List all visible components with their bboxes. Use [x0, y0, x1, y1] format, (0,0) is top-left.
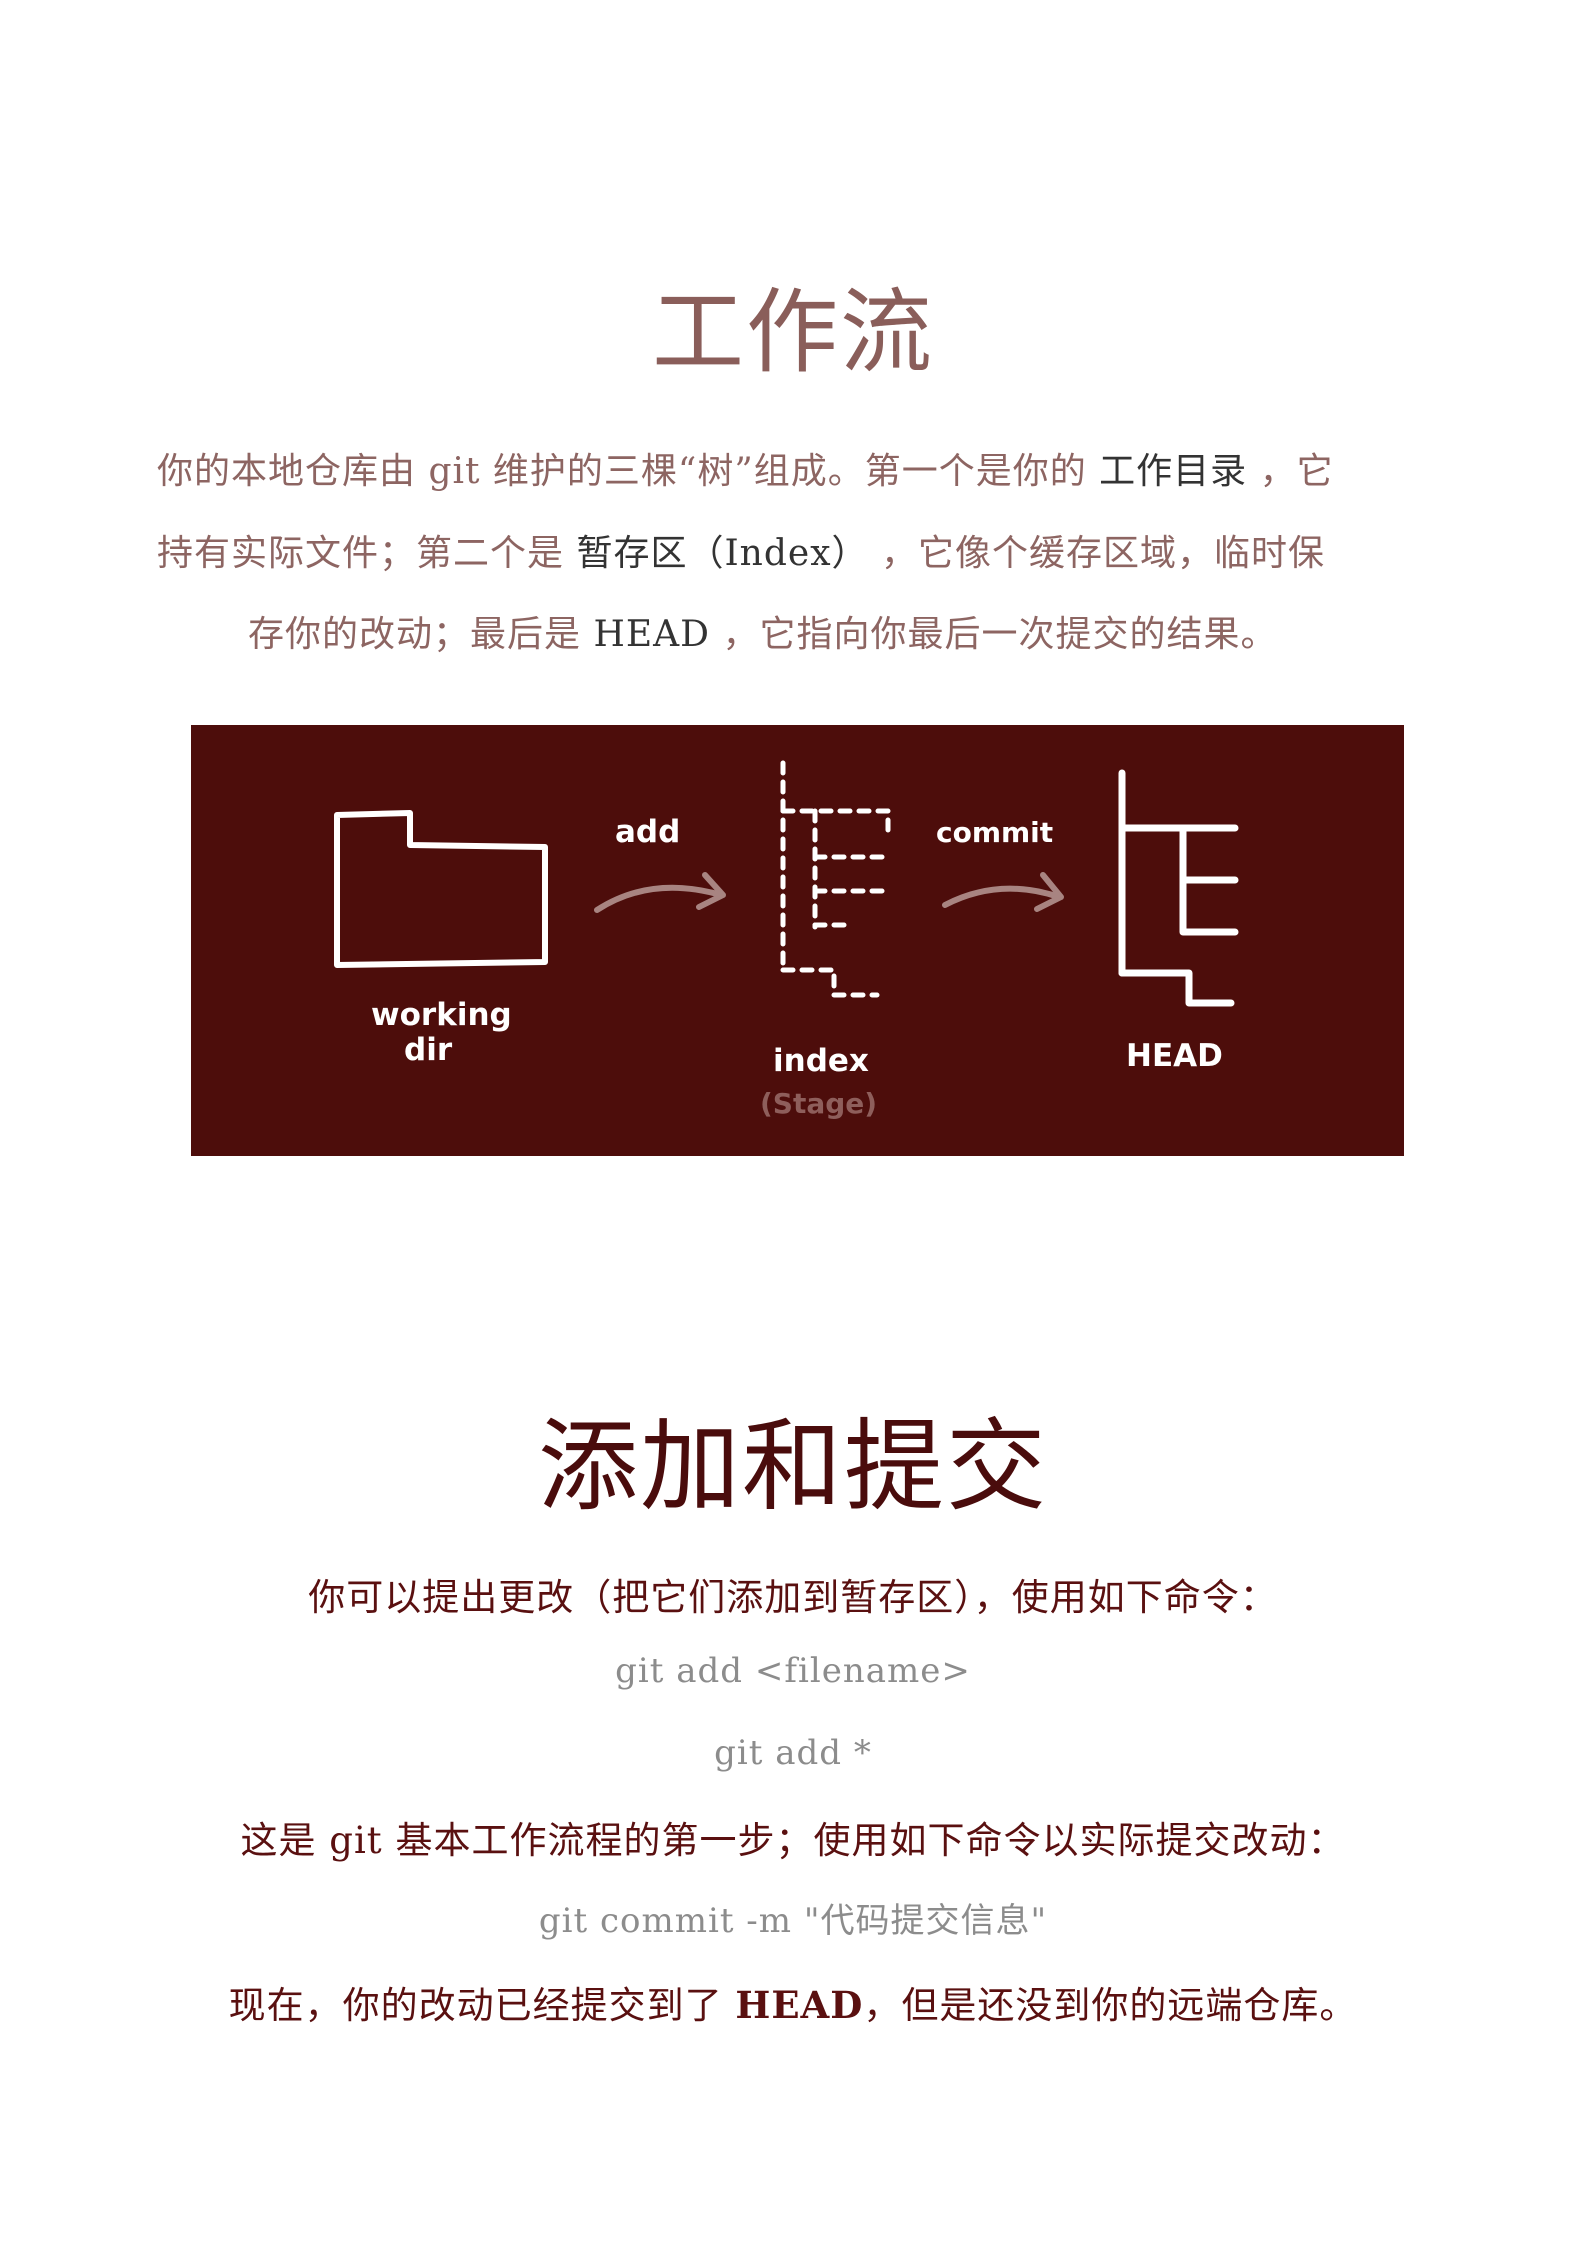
head-tree-icon: [1118, 769, 1239, 1007]
working-dir-label-2: dir: [404, 1032, 453, 1068]
commit-arrow-icon: [942, 885, 1062, 908]
text-segment: 现在，你的改动已经提交到了: [228, 1984, 736, 2027]
folder-icon: [334, 810, 548, 968]
text-segment: ，它指向你最后一次提交的结果。: [710, 614, 1278, 655]
stage-label: (Stage): [760, 1087, 877, 1120]
head-label: HEAD: [1126, 1038, 1223, 1074]
code-git-commit: git commit -m "代码提交信息": [538, 1901, 1048, 1941]
term-index: 暂存区（Index）: [576, 533, 869, 574]
workflow-diagram-drawing: working dir add index (Stage) commit: [334, 760, 1239, 1120]
code-git-add-all: git add *: [714, 1733, 872, 1773]
index-label: index: [773, 1043, 869, 1079]
text-segment: 持有实际文件；第二个是: [157, 533, 577, 574]
text-segment: 存你的改动；最后是: [248, 614, 594, 655]
text-segment: ，它: [1247, 451, 1334, 492]
add-arrow-icon: [594, 884, 724, 913]
text-segment: ，但是还没到你的远端仓库。: [863, 1984, 1358, 2027]
workflow-diagram: working dir add index (Stage) commit: [191, 725, 1404, 1156]
add-commit-line-3: 现在，你的改动已经提交到了 HEAD，但是还没到你的远端仓库。: [0, 1975, 1586, 2029]
section-title-workflow: 工作流: [651, 279, 934, 386]
commit-label: commit: [936, 816, 1053, 849]
term-head-bold: HEAD: [735, 1983, 864, 2027]
add-arrow-head: [696, 872, 726, 910]
working-dir-label-1: working: [371, 997, 512, 1033]
workflow-paragraph-line-3: 存你的改动；最后是 HEAD ，它指向你最后一次提交的结果。: [248, 605, 1277, 657]
add-label: add: [615, 814, 680, 850]
workflow-paragraph-line-2: 持有实际文件；第二个是 暂存区（Index） ，它像个缓存区域，临时保: [157, 524, 1325, 576]
text-segment: ，它像个缓存区域，临时保: [868, 533, 1325, 574]
code-git-add-file: git add <filename>: [615, 1651, 971, 1691]
text-segment: 你的本地仓库由 git 维护的三棵“树”组成。第一个是你的: [157, 451, 1100, 492]
term-working-dir: 工作目录: [1099, 451, 1248, 492]
section-title-add-commit: 添加和提交: [538, 1408, 1048, 1525]
commit-arrow-head: [1034, 872, 1064, 912]
add-commit-line-2: 这是 git 基本工作流程的第一步；使用如下命令以实际提交改动：: [240, 1819, 1346, 1862]
workflow-paragraph-line-1: 你的本地仓库由 git 维护的三棵“树”组成。第一个是你的 工作目录 ，它: [157, 442, 1334, 494]
index-tree-icon: [780, 760, 894, 998]
add-commit-line-1: 你可以提出更改（把它们添加到暂存区），使用如下命令：: [308, 1576, 1278, 1619]
term-head: HEAD: [593, 614, 710, 655]
